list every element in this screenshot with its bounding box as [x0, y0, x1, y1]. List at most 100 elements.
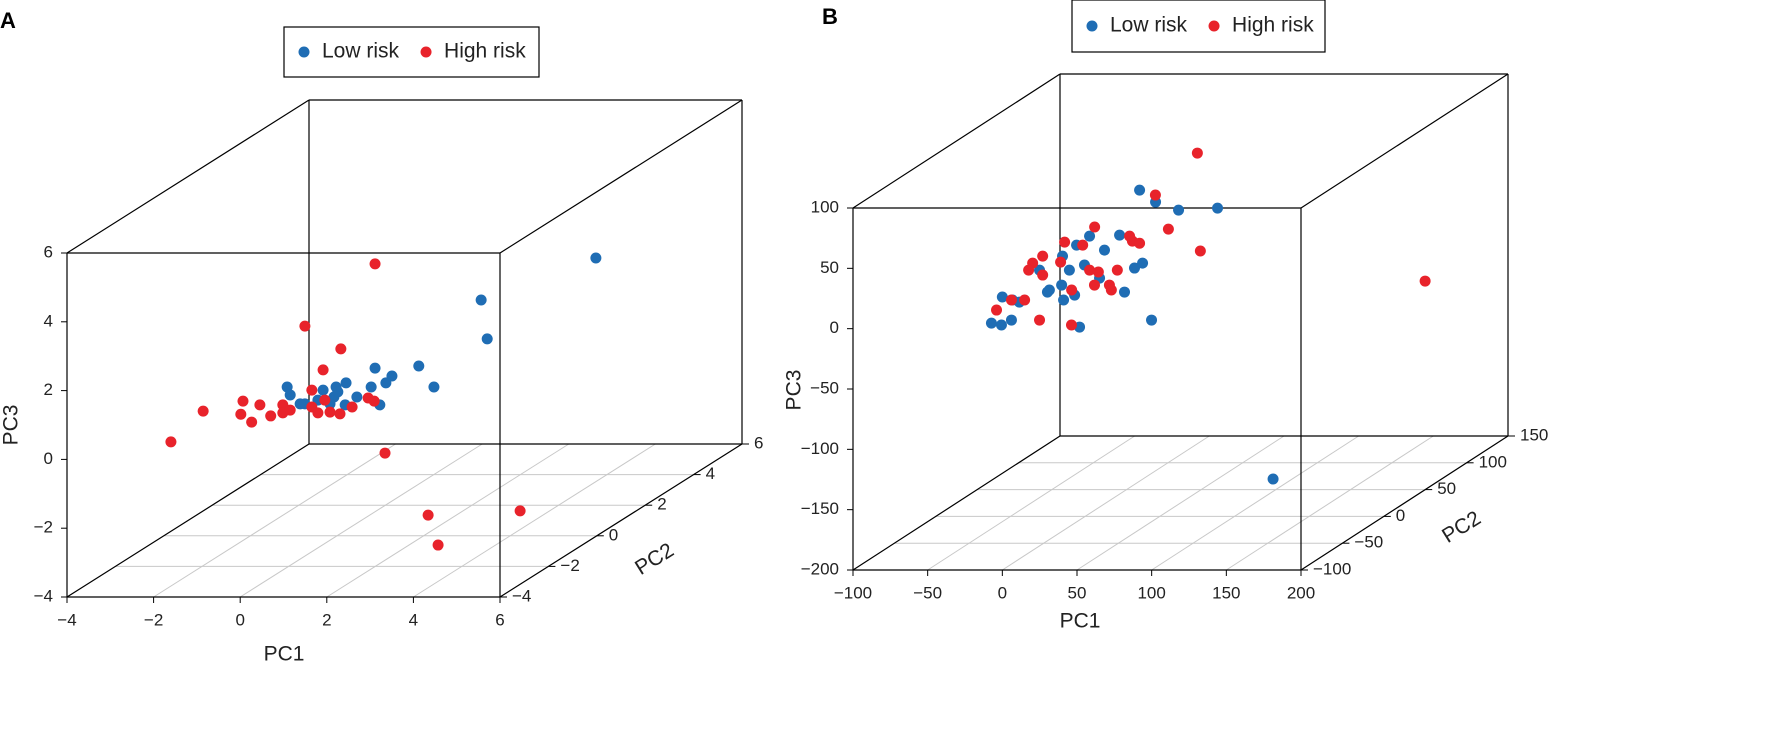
point — [1084, 264, 1096, 276]
grid-line — [927, 435, 1135, 571]
point — [1267, 473, 1279, 485]
grid-line — [326, 443, 570, 598]
point — [1124, 230, 1136, 242]
x-tick-label: −4 — [57, 610, 76, 629]
point — [299, 320, 311, 332]
y-tick-label: 50 — [1437, 479, 1456, 498]
point — [1077, 239, 1089, 251]
point — [1129, 262, 1141, 274]
z-tick-label: 100 — [811, 197, 839, 216]
x-tick-label: 2 — [322, 610, 331, 629]
z-tick-label: 0 — [44, 449, 53, 468]
point — [1134, 184, 1146, 196]
x-tick-label: −100 — [834, 583, 872, 602]
legend-marker — [1208, 20, 1220, 32]
point — [1162, 223, 1174, 235]
x-tick-label: 100 — [1137, 583, 1165, 602]
point — [481, 333, 493, 345]
point — [1088, 279, 1100, 291]
point — [1055, 256, 1067, 268]
point — [368, 395, 380, 407]
y-tick-label: −50 — [1354, 533, 1383, 552]
y-tick-label: −100 — [1313, 559, 1351, 578]
box-edge — [66, 443, 310, 598]
grid-line — [153, 443, 396, 598]
point — [996, 291, 1008, 303]
z-tick-label: −4 — [34, 586, 53, 605]
y-axis-label: PC2 — [631, 539, 678, 580]
x-tick-label: 200 — [1287, 583, 1315, 602]
panel-label: B — [822, 4, 838, 29]
point — [1149, 189, 1161, 201]
box-edge — [66, 99, 310, 254]
point — [422, 509, 434, 521]
point — [1089, 221, 1101, 233]
point — [294, 398, 306, 410]
z-tick-label: −200 — [801, 559, 839, 578]
point — [1005, 294, 1017, 306]
legend-box — [283, 26, 540, 78]
legend-label: High risk — [444, 40, 526, 63]
point — [197, 405, 209, 417]
grid-line — [239, 443, 483, 598]
point — [1134, 237, 1146, 249]
point — [1119, 286, 1130, 298]
point — [235, 408, 247, 420]
panel-label: A — [0, 8, 16, 33]
grid-line — [413, 443, 656, 598]
grid-line — [1151, 435, 1359, 571]
x-tick-label: 50 — [1068, 583, 1087, 602]
z-tick-label: −50 — [810, 378, 839, 397]
point — [432, 539, 444, 551]
point — [319, 394, 331, 406]
x-tick-label: 0 — [235, 610, 244, 629]
legend-marker — [298, 46, 310, 58]
x-axis-label: PC1 — [264, 643, 305, 666]
point — [1005, 314, 1017, 326]
point — [340, 377, 352, 389]
point — [1137, 257, 1149, 269]
z-tick-label: −100 — [801, 439, 839, 458]
point — [1212, 202, 1224, 214]
x-tick-label: 150 — [1212, 583, 1240, 602]
point — [590, 252, 602, 264]
legend-marker — [420, 46, 432, 58]
x-tick-label: 4 — [409, 610, 418, 629]
point — [165, 436, 177, 448]
legend-label: Low risk — [322, 40, 400, 63]
grid-line — [1076, 435, 1285, 571]
z-tick-label: 50 — [820, 258, 839, 277]
y-tick-label: 0 — [609, 525, 618, 544]
point — [1084, 230, 1096, 242]
x-tick-label: 6 — [495, 610, 504, 629]
legend-label: Low risk — [1110, 14, 1188, 37]
point — [1105, 284, 1117, 296]
z-tick-label: 6 — [44, 242, 53, 261]
z-tick-label: −150 — [801, 499, 839, 518]
box-edge — [499, 443, 743, 598]
point — [312, 407, 324, 419]
point — [428, 381, 440, 393]
point — [1419, 275, 1431, 287]
point — [317, 364, 329, 376]
point — [1041, 286, 1053, 298]
point — [335, 343, 347, 355]
point — [254, 399, 266, 411]
point — [1034, 314, 1046, 326]
point — [369, 362, 381, 374]
point — [1098, 244, 1110, 256]
point — [995, 319, 1007, 331]
point — [991, 304, 1003, 316]
x-axis-label: PC1 — [1060, 610, 1101, 633]
point — [1114, 229, 1126, 241]
y-tick-label: 100 — [1479, 452, 1507, 471]
point — [324, 406, 336, 418]
point — [413, 360, 425, 372]
y-axis-label: PC2 — [1438, 507, 1485, 548]
z-tick-label: 4 — [44, 311, 53, 330]
box-edge — [852, 435, 1061, 571]
point — [1191, 147, 1203, 159]
grid-line — [1226, 435, 1434, 571]
point — [1092, 266, 1104, 278]
